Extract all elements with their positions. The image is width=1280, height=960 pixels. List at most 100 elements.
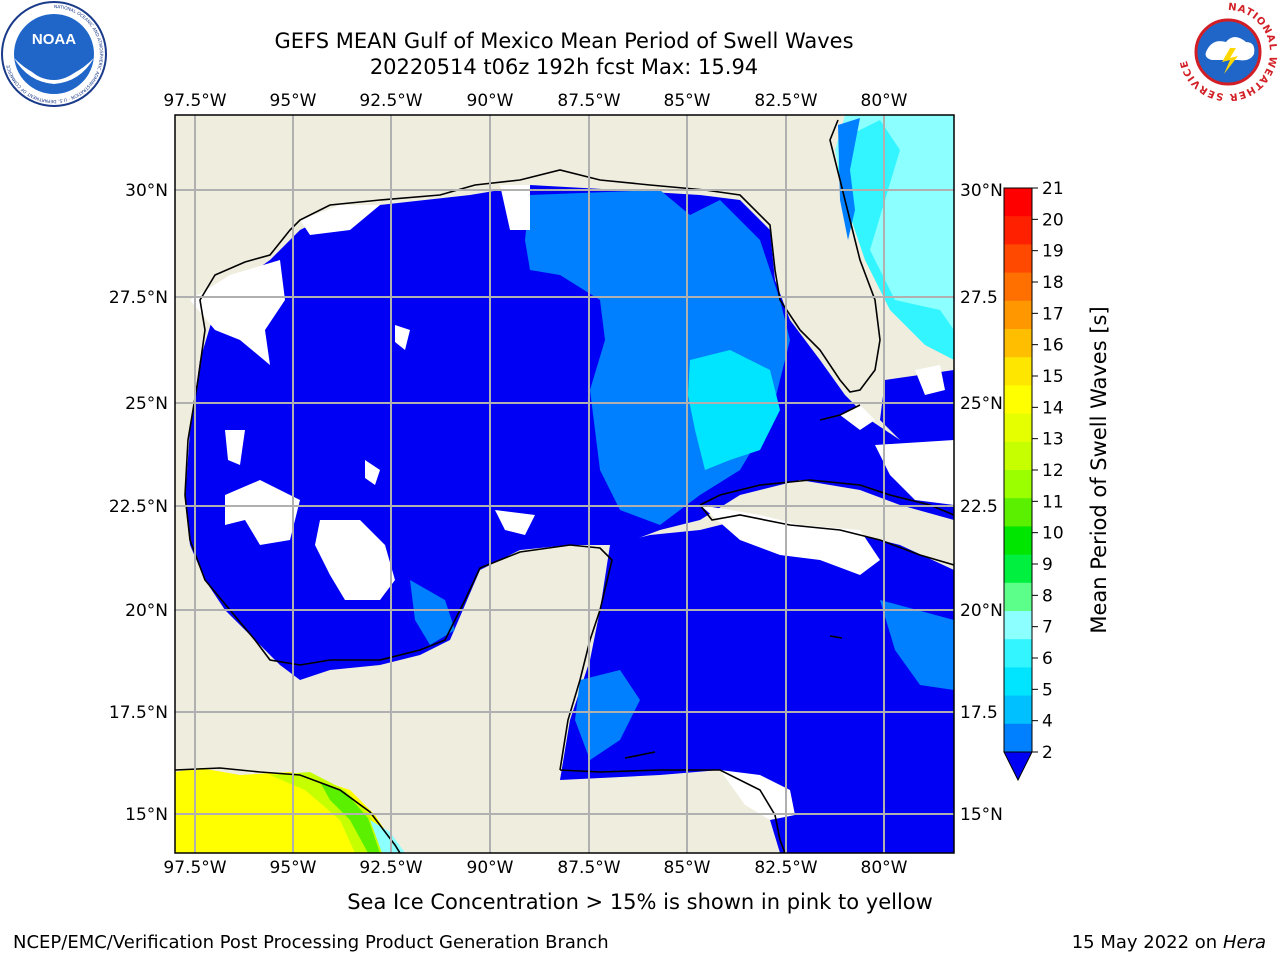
colorbar-tick-label: 19 xyxy=(1042,242,1064,262)
noaa-logo: NOAA NATIONAL OCEANIC AND ATMOSPHERIC AD… xyxy=(1,1,107,107)
chart-title: GEFS MEAN Gulf of Mexico Mean Period of … xyxy=(274,29,854,53)
colorbar-segment xyxy=(1004,554,1032,584)
lon-label: 92.5°W xyxy=(359,858,422,878)
lon-label: 80°W xyxy=(861,91,908,111)
lat-label: 27.5 xyxy=(960,288,998,308)
colorbar-segment xyxy=(1004,526,1032,556)
pacific-swell-lime xyxy=(320,782,380,853)
lon-label: 95°W xyxy=(270,858,317,878)
pacific-swell-cyan xyxy=(370,820,405,853)
lon-label: 90°W xyxy=(467,858,514,878)
colorbar-segment xyxy=(1004,329,1032,358)
atlantic-ocean-edge xyxy=(838,118,860,240)
lon-label: 85°W xyxy=(664,91,711,111)
lon-label: 90°W xyxy=(467,91,514,111)
swell-patch-4-6s xyxy=(688,350,780,470)
pacific-swell-green xyxy=(270,772,385,853)
colorbar-blocks xyxy=(1004,188,1032,753)
colorbar-tick-label: 5 xyxy=(1042,680,1053,700)
swell-patch-caribbean xyxy=(880,600,954,690)
colorbar-segment xyxy=(1004,244,1032,274)
lon-labels-bottom: 97.5°W 95°W 92.5°W 90°W 87.5°W 85°W 82.5… xyxy=(163,858,907,878)
lat-label: 30°N xyxy=(125,181,168,201)
gridlines xyxy=(175,115,954,853)
lon-labels-top: 97.5°W 95°W 92.5°W 90°W 87.5°W 85°W 82.5… xyxy=(163,91,907,111)
colorbar-tick-label: 21 xyxy=(1042,179,1064,199)
chart-subtitle: 20220514 t06z 192h fcst Max: 15.94 xyxy=(369,55,759,79)
footer-date: 15 May 2022 on Hera xyxy=(1072,932,1266,953)
lat-label: 22.5°N xyxy=(109,497,168,517)
colorbar-segment xyxy=(1004,272,1032,302)
colorbar-tick-label: 10 xyxy=(1042,524,1064,544)
lon-label: 87.5°W xyxy=(557,858,620,878)
colorbar-tick-label: 15 xyxy=(1042,367,1064,387)
colorbar-tick-label: 12 xyxy=(1042,461,1064,481)
lat-label: 30°N xyxy=(960,181,1003,201)
nws-logo: NATIONAL WEATHER SERVICE xyxy=(1178,2,1278,102)
colorbar: 21 20 19 18 17 16 15 14 13 12 11 10 9 8 7 6 5 4 2 Mean Per… xyxy=(1003,179,1111,782)
atlantic-ocean-blue xyxy=(838,120,954,360)
lat-label: 17.5°N xyxy=(109,703,168,723)
map-frame xyxy=(174,114,955,854)
colorbar-segment xyxy=(1004,441,1032,471)
colorbar-segment xyxy=(1004,611,1032,640)
footer-date-text: 15 May 2022 on xyxy=(1071,932,1218,953)
lat-label: 22.5 xyxy=(960,497,998,517)
lon-label: 95°W xyxy=(270,91,317,111)
colorbar-segment xyxy=(1004,413,1032,443)
colorbar-tick-label: 9 xyxy=(1042,555,1053,575)
colorbar-label: Mean Period of Swell Waves [s] xyxy=(1087,306,1111,633)
colorbar-segment xyxy=(1004,188,1032,217)
noaa-logo-text: NOAA xyxy=(32,31,76,48)
lon-label: 82.5°W xyxy=(754,858,817,878)
missing-data xyxy=(190,185,954,820)
pacific-high-swell xyxy=(175,768,400,853)
lat-label: 27.5°N xyxy=(109,288,168,308)
colorbar-segment xyxy=(1004,498,1032,527)
colorbar-tick-label: 18 xyxy=(1042,273,1064,293)
colorbar-tick-label: 8 xyxy=(1042,586,1053,606)
lat-label: 15°N xyxy=(125,805,168,825)
colorbar-tick-label: 2 xyxy=(1042,743,1053,763)
lon-label: 85°W xyxy=(664,858,711,878)
lon-label: 87.5°W xyxy=(557,91,620,111)
colorbar-tick-label: 7 xyxy=(1042,618,1053,638)
lon-label: 92.5°W xyxy=(359,91,422,111)
colorbar-tick-label: 6 xyxy=(1042,649,1053,669)
colorbar-tick-label: 11 xyxy=(1042,492,1064,512)
lat-labels-left: 30°N 27.5°N 25°N 22.5°N 20°N 17.5°N 15°N xyxy=(109,181,168,825)
colorbar-segment xyxy=(1004,470,1032,499)
sea-ice-note: Sea Ice Concentration > 15% is shown in … xyxy=(347,890,933,914)
colorbar-segment xyxy=(1004,639,1032,668)
colorbar-extend-triangle xyxy=(1003,751,1033,782)
footer-system: Hera xyxy=(1222,932,1266,953)
colorbar-tick-label: 14 xyxy=(1042,398,1064,418)
lon-label: 97.5°W xyxy=(163,858,226,878)
swell-patch-caribbean-s xyxy=(575,670,640,760)
colorbar-segment xyxy=(1004,667,1032,697)
colorbar-segment xyxy=(1004,723,1032,753)
footer-credit: NCEP/EMC/Verification Post Processing Pr… xyxy=(13,932,609,953)
colorbar-segment xyxy=(1004,385,1032,415)
map-area xyxy=(175,115,954,853)
lat-label: 17.5 xyxy=(960,703,998,723)
lon-label: 82.5°W xyxy=(754,91,817,111)
lat-labels-right: 30°N 27.5 25°N 22.5 20°N 17.5 15°N xyxy=(960,181,1003,825)
colorbar-segment xyxy=(1004,357,1032,386)
colorbar-segment xyxy=(1004,216,1032,245)
lat-label: 25°N xyxy=(125,394,168,414)
colorbar-segment xyxy=(1004,582,1032,612)
colorbar-segment xyxy=(1004,695,1032,725)
colorbar-ticks: 21 20 19 18 17 16 15 14 13 12 11 10 9 8 7 6 5 4 2 xyxy=(1032,179,1064,763)
colorbar-tick-label: 16 xyxy=(1042,336,1064,356)
colorbar-segment xyxy=(1004,300,1032,330)
colorbar-tick-label: 20 xyxy=(1042,210,1064,230)
colorbar-tick-label: 17 xyxy=(1042,304,1064,324)
lat-label: 15°N xyxy=(960,805,1003,825)
lon-label: 80°W xyxy=(861,858,908,878)
lat-label: 20°N xyxy=(125,601,168,621)
lat-label: 20°N xyxy=(960,601,1003,621)
colorbar-tick-label: 4 xyxy=(1042,712,1053,732)
lon-label: 97.5°W xyxy=(163,91,226,111)
